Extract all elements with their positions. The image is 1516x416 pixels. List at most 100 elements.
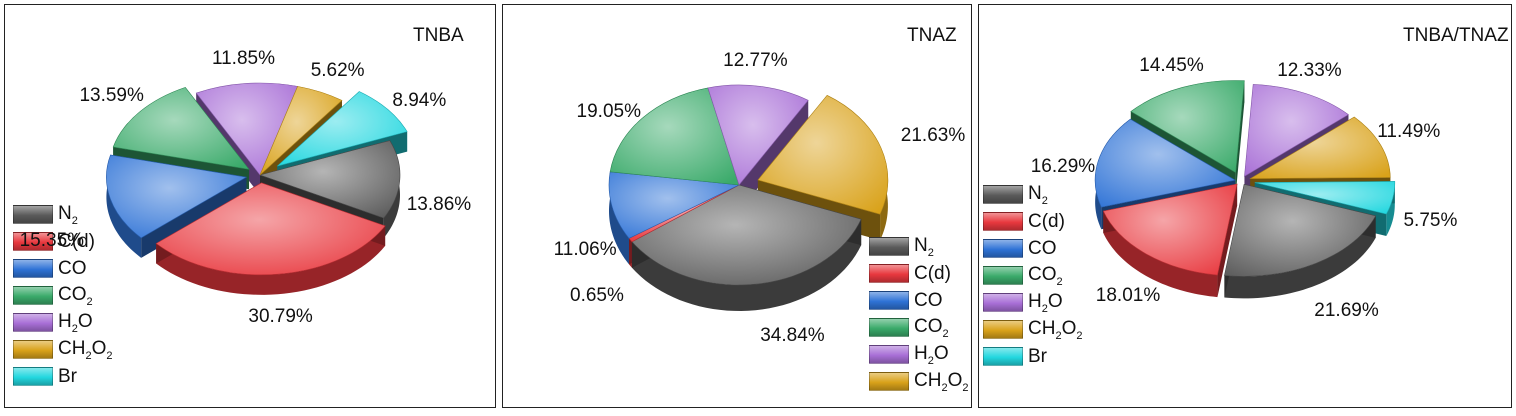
legend-label: CO2 [1028,263,1063,288]
data-label: 12.33% [1277,59,1342,81]
pie-slice-side [1224,215,1376,299]
legend-swatch [983,185,1023,204]
pie-slice-br [277,91,408,167]
data-label: 12.77% [723,49,788,71]
pie-slice-side [1103,211,1218,298]
legend-label: C(d) [58,230,95,252]
legend-item: Br [13,363,112,390]
legend-swatch [869,237,909,256]
legend-label: CO [1028,237,1057,259]
legend-swatch [983,347,1023,366]
legend-label: Br [1028,345,1047,367]
data-label: 21.63% [900,124,966,146]
pie-slice-ch2o2 [757,94,889,215]
legend-swatch [13,205,53,224]
data-label: 18.01% [1095,284,1161,306]
legend-label: H2O [914,342,949,367]
pie-slice-co2 [609,87,740,186]
legend-label: CO2 [58,283,93,308]
legend-swatch [869,291,909,310]
legend-swatch [869,372,909,391]
legend-label: N2 [914,234,934,259]
pie-chart-svg [1094,80,1396,299]
pie-slice-co [608,171,741,239]
pie-slice-h2o [195,82,299,176]
pie-slice-cd [1102,183,1238,276]
legend-item: CO2 [13,282,112,309]
data-label: 13.86% [406,193,472,215]
legend-item: C(d) [13,228,112,255]
pie-chart-svg [608,84,889,311]
pie-slice-side [631,219,862,311]
legend-label: N2 [58,202,78,227]
legend-label: CO [914,289,943,311]
data-label: 16.29% [1030,155,1096,177]
chart-panel-tnaz: TNAZ N2 C(d) CO CO2 H2O CH2O2 34.84% 0.65% 11.0… [502,4,972,408]
legend-label: CO2 [914,315,949,340]
legend-item: H2O [869,341,968,368]
data-label: 0.65% [570,284,624,306]
data-label: 11.49% [1377,121,1441,143]
legend-swatch [983,266,1023,285]
pie-slice-edge [1217,183,1238,298]
legend-item: CH2O2 [13,336,112,363]
legend-swatch [983,212,1023,231]
data-label: 5.75% [1403,210,1458,232]
data-label: 11.85% [211,47,275,69]
legend-item: CO [983,235,1082,262]
pie-slice-co2 [112,87,250,170]
data-label: 13.59% [79,84,144,106]
legend-label: CH2O2 [1028,317,1083,342]
legend-label: CO [58,257,87,279]
data-label: 21.69% [1314,300,1379,322]
legend-swatch [13,313,53,332]
legend-swatch [13,286,53,305]
legend-item: H2O [983,289,1082,316]
data-label: 11.06% [553,239,617,261]
pie-slice-side [1386,181,1395,237]
pie-slice-co2 [1130,80,1245,173]
pie-slice-ch2o2 [1249,116,1391,179]
legend-swatch [13,340,53,359]
pie-slice-ch2o2 [259,86,343,176]
chart-panel-tnba: TNBA N2 C(d) CO CO2 H2O CH2O2 Br 13.86% 30.79% 1… [4,4,496,408]
chart-title: TNBA/TNAZ [1403,25,1509,46]
legend-label: C(d) [1028,210,1065,232]
legend-label: H2O [58,310,93,335]
legend-item: N2 [869,233,968,260]
data-label: 30.79% [248,305,313,327]
pie-slice-cd [155,182,386,276]
pie-slice-co [106,154,248,239]
legend-item: Br [983,343,1082,370]
legend-item: CH2O2 [869,368,968,395]
pie-slice-edge [739,100,809,211]
legend-label: C(d) [914,262,951,284]
chart-panel-tnba-tnaz: TNBA/TNAZ N2 C(d) CO CO2 H2O CH2O2 Br 21.69% 18… [978,4,1512,408]
legend-item: CO [869,287,968,314]
data-label: 5.62% [310,60,365,82]
legend-label: Br [58,365,77,387]
chart-title: TNBA [413,25,464,46]
pie-slice-h2o [707,84,809,186]
legend-label: CH2O2 [914,369,969,394]
pie-slice-n2 [1224,184,1377,277]
legend-swatch [983,239,1023,258]
legend-item: H2O [13,309,112,336]
legend-label: H2O [1028,290,1063,315]
legend-swatch [869,318,909,337]
pie-slice-edge [1235,80,1245,195]
pie-slice-br [1254,181,1396,215]
legend-item: CO [13,255,112,282]
pie-slice-h2o [1244,84,1349,177]
legend-label: CH2O2 [58,337,113,362]
legend-item: CO2 [869,314,968,341]
chart-legend: N2 C(d) CO CO2 H2O CH2O2 Br [13,201,112,390]
legend-item: C(d) [983,208,1082,235]
legend-swatch [13,232,53,251]
chart-legend: N2 C(d) CO CO2 H2O CH2O2 Br [983,181,1082,370]
legend-swatch [869,264,909,283]
pie-slice-n2 [258,140,401,219]
legend-swatch [983,293,1023,312]
legend-item: N2 [983,181,1082,208]
legend-swatch [869,345,909,364]
